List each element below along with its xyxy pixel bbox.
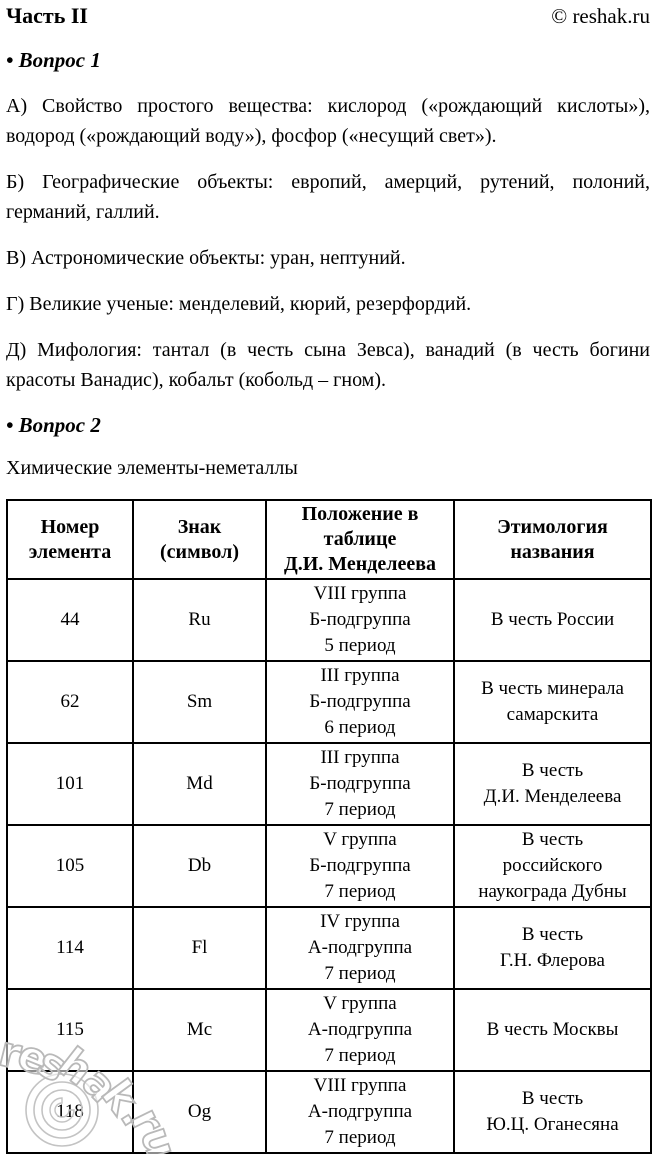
cell-etymology: В честь Москвы [453, 988, 652, 1072]
cell-symbol: Ru [132, 578, 267, 662]
page-header: Часть II © reshak.ru [6, 2, 650, 30]
cell-number: 101 [6, 742, 134, 826]
cell-position: III группа Б-подгруппа 6 период [265, 660, 455, 744]
elements-table: Номер элемента Знак (символ) Положение в… [6, 499, 652, 1154]
cell-position: V группа А-подгруппа 7 период [265, 988, 455, 1072]
cell-number: 114 [6, 906, 134, 990]
table-caption: Химические элементы-неметаллы [6, 457, 298, 479]
paragraph-b: Б) Географические объекты: европий, амер… [6, 171, 650, 223]
cell-etymology: В честь Д.И. Менделеева [453, 742, 652, 826]
cell-position: VIII группа А-подгруппа 7 период [265, 1070, 455, 1154]
header-symbol: Знак (символ) [132, 499, 267, 580]
table-row: 44 Ru VIII группа Б-подгруппа 5 период В… [6, 578, 652, 662]
cell-symbol: Sm [132, 660, 267, 744]
question2-heading: • Вопрос 2 [6, 413, 101, 437]
cell-position: III группа Б-подгруппа 7 период [265, 742, 455, 826]
header-etymology: Этимология названия [453, 499, 652, 580]
cell-number: 118 [6, 1070, 134, 1154]
cell-number: 62 [6, 660, 134, 744]
header-position: Положение в таблице Д.И. Менделеева [265, 499, 455, 580]
question1-heading: • Вопрос 1 [6, 48, 101, 72]
cell-symbol: Og [132, 1070, 267, 1154]
paragraph-a: А) Свойство простого вещества: кислород … [6, 95, 650, 147]
paragraph-d: Д) Мифология: тантал (в честь сына Зевса… [6, 339, 650, 391]
table-row: 115 Mc V группа А-подгруппа 7 период В ч… [6, 988, 652, 1072]
cell-number: 44 [6, 578, 134, 662]
cell-position: VIII группа Б-подгруппа 5 период [265, 578, 455, 662]
paragraph-v: В) Астрономические объекты: уран, нептун… [6, 247, 406, 269]
copyright-text: © reshak.ru [551, 4, 650, 28]
cell-number: 115 [6, 988, 134, 1072]
cell-etymology: В честь российского наукограда Дубны [453, 824, 652, 908]
paragraph-g: Г) Великие ученые: менделевий, кюрий, ре… [6, 293, 472, 315]
cell-position: IV группа А-подгруппа 7 период [265, 906, 455, 990]
table-row: 114 Fl IV группа А-подгруппа 7 период В … [6, 906, 652, 990]
table-header-row: Номер элемента Знак (символ) Положение в… [6, 499, 652, 580]
cell-number: 105 [6, 824, 134, 908]
table-row: 105 Db V группа Б-подгруппа 7 период В ч… [6, 824, 652, 908]
cell-symbol: Md [132, 742, 267, 826]
table-row: 62 Sm III группа Б-подгруппа 6 период В … [6, 660, 652, 744]
header-element-number: Номер элемента [6, 499, 134, 580]
cell-etymology: В честь России [453, 578, 652, 662]
part-title: Часть II [6, 3, 88, 28]
cell-symbol: Mc [132, 988, 267, 1072]
cell-position: V группа Б-подгруппа 7 период [265, 824, 455, 908]
cell-etymology: В честь минерала самарскита [453, 660, 652, 744]
table-row: 101 Md III группа Б-подгруппа 7 период В… [6, 742, 652, 826]
cell-symbol: Fl [132, 906, 267, 990]
table-row: 118 Og VIII группа А-подгруппа 7 период … [6, 1070, 652, 1154]
cell-symbol: Db [132, 824, 267, 908]
cell-etymology: В честь Г.Н. Флерова [453, 906, 652, 990]
cell-etymology: В честь Ю.Ц. Оганесяна [453, 1070, 652, 1154]
